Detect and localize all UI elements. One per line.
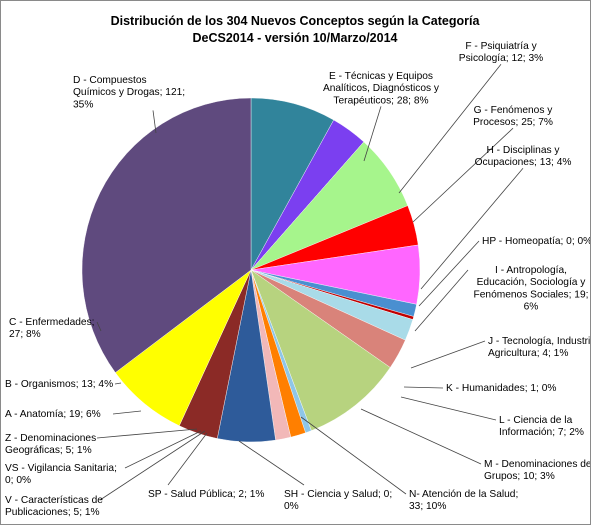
leader-line-b: [114, 382, 122, 385]
chart-subtitle: DeCS2014 - versión 10/Marzo/2014: [193, 31, 398, 45]
leader-line-d: [152, 110, 157, 134]
leader-line-m: [360, 408, 482, 465]
slice-d: [81, 97, 252, 373]
data-label-n: N- Atención de la Salud; 33; 10%: [409, 489, 518, 512]
leader-line-g: [412, 127, 514, 223]
leader-line-z: [96, 428, 198, 439]
data-labels: E - Técnicas y Equipos Analíticos, Diagnó…: [5, 41, 590, 518]
pie-slices: [81, 97, 421, 443]
data-label-l: L - Ciencia de la Información; 7; 2%: [499, 415, 584, 438]
slice-n: [250, 269, 391, 431]
leader-line-j: [410, 340, 486, 369]
data-label-d: D - Compuestos Químicos y Drogas; 121; 35%: [73, 75, 185, 110]
leader-line-hp: [418, 240, 480, 307]
data-label-g: G - Fenómenos y Procesos; 25; 7%: [473, 105, 553, 128]
data-label-k: K - Humanidades; 1; 0%: [446, 383, 556, 394]
chart-title: Distribución de los 304 Nuevos Conceptos…: [111, 14, 481, 28]
leader-line-sh: [238, 440, 305, 486]
leader-line-vs: [124, 430, 202, 469]
data-label-m: M - Denominaciones de Grupos; 10; 3%: [484, 459, 590, 482]
leader-line-n: [300, 416, 407, 495]
leader-line-h: [420, 167, 524, 290]
leader-lines: [96, 63, 524, 501]
leader-line-v: [99, 430, 206, 501]
data-label-sh: SH - Ciencia y Salud; 0; 0%: [284, 489, 392, 512]
data-label-hp: HP - Homeopatía; 0; 0%: [482, 236, 590, 247]
leader-line-i: [414, 269, 469, 332]
data-label-z: Z - Denominaciones Geográficas; 5; 1%: [5, 433, 96, 456]
data-label-vs: VS - Vigilancia Sanitaria; 0; 0%: [5, 463, 117, 486]
leader-line-e: [363, 106, 382, 162]
leader-line-l: [400, 396, 497, 421]
slice-e: [250, 97, 334, 271]
leader-line-k: [403, 386, 444, 389]
data-label-h: H - Disciplinas y Ocupaciones; 13; 4%: [475, 145, 572, 168]
leader-line-a: [112, 410, 142, 415]
data-label-sp: SP - Salud Pública; 2; 1%: [148, 489, 264, 500]
data-label-a: A - Anatomía; 19; 6%: [5, 409, 101, 420]
data-label-f: F - Psiquiatría y Psicología; 12; 3%: [459, 41, 543, 64]
leader-line-f: [398, 63, 502, 194]
data-label-i: I - Antropología, Educación, Sociología y…: [474, 265, 589, 313]
data-label-e: E - Técnicas y Equipos Analíticos, Diagnó…: [323, 71, 440, 106]
data-label-c: C - Enfermedades; 27; 8%: [9, 317, 95, 340]
data-label-j: J - Tecnología, Industria, Agricultura; 4…: [488, 336, 590, 359]
leader-line-c: [96, 321, 102, 332]
leader-line-sp: [167, 432, 208, 486]
data-label-v: V - Características de Publicaciones; 5; …: [5, 495, 103, 518]
data-label-b: B - Organismos; 13; 4%: [5, 379, 113, 390]
